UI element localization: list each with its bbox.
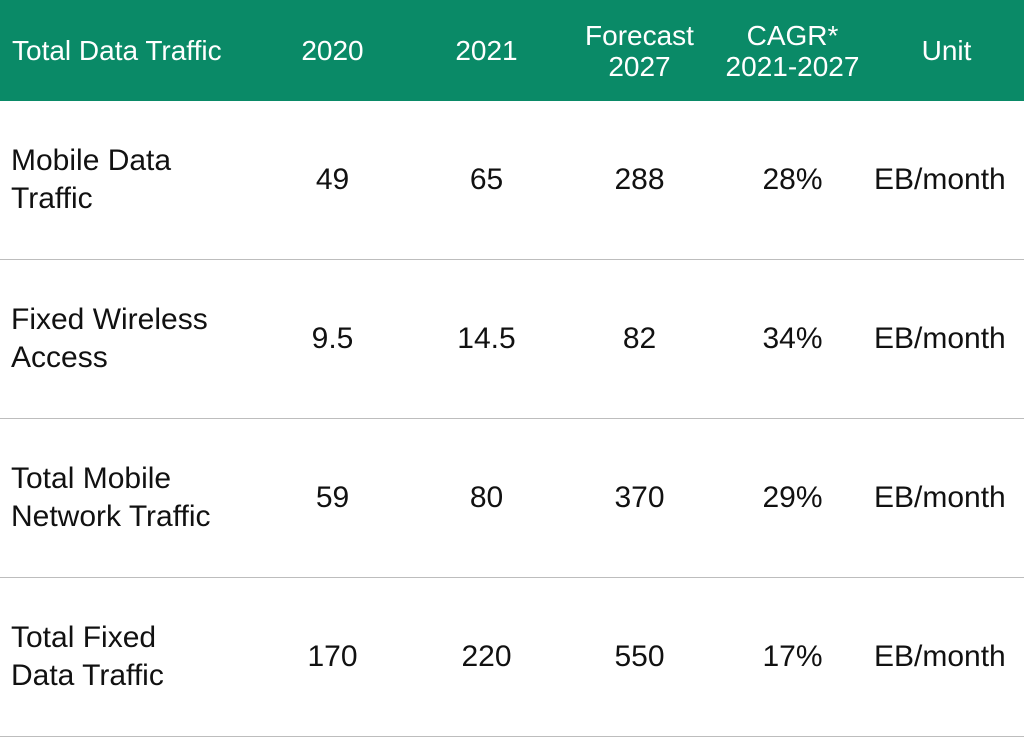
header-2021: 2021 xyxy=(455,35,518,66)
cell-unit: EB/month xyxy=(874,163,1006,196)
cell-unit: EB/month xyxy=(874,322,1006,355)
row-label: Total Fixed Data Traffic xyxy=(11,621,164,692)
cell-cagr: 17% xyxy=(762,640,823,673)
cell-forecast-2027: 370 xyxy=(614,481,665,514)
cell-cagr: 28% xyxy=(762,163,823,196)
cell-2020: 59 xyxy=(315,481,350,514)
header-total-data-traffic: Total Data Traffic xyxy=(12,35,222,66)
header-forecast-2027: Forecast 2027 xyxy=(585,19,694,82)
cell-forecast-2027: 550 xyxy=(614,640,665,673)
cell-forecast-2027: 288 xyxy=(614,163,665,196)
table-row: Total Fixed Data Traffic 170 220 550 17%… xyxy=(0,578,1024,737)
table-row: Mobile Data Traffic 49 65 288 28% EB/mon… xyxy=(0,101,1024,260)
cell-forecast-2027: 82 xyxy=(622,322,657,355)
cell-2021: 220 xyxy=(461,640,512,673)
cell-2021: 80 xyxy=(469,481,504,514)
cell-2021: 65 xyxy=(469,163,504,196)
table-header: Total Data Traffic 2020 2021 Forecast 20… xyxy=(0,0,1024,101)
cell-2020: 170 xyxy=(307,640,358,673)
row-label: Mobile Data Traffic xyxy=(11,144,172,215)
cell-2020: 9.5 xyxy=(311,322,354,355)
cell-unit: EB/month xyxy=(874,640,1006,673)
cell-cagr: 29% xyxy=(762,481,823,514)
header-2020: 2020 xyxy=(301,35,364,66)
header-unit: Unit xyxy=(921,35,972,66)
cell-2020: 49 xyxy=(315,163,350,196)
row-label: Fixed Wireless Access xyxy=(11,303,208,374)
cell-unit: EB/month xyxy=(874,481,1006,514)
cell-2021: 14.5 xyxy=(457,322,516,355)
table-row: Total Mobile Network Traffic 59 80 370 2… xyxy=(0,419,1024,578)
row-label: Total Mobile Network Traffic xyxy=(11,462,211,533)
table-row: Fixed Wireless Access 9.5 14.5 82 34% EB… xyxy=(0,260,1024,419)
header-cagr: CAGR* 2021-2027 xyxy=(725,19,860,82)
cell-cagr: 34% xyxy=(762,322,823,355)
